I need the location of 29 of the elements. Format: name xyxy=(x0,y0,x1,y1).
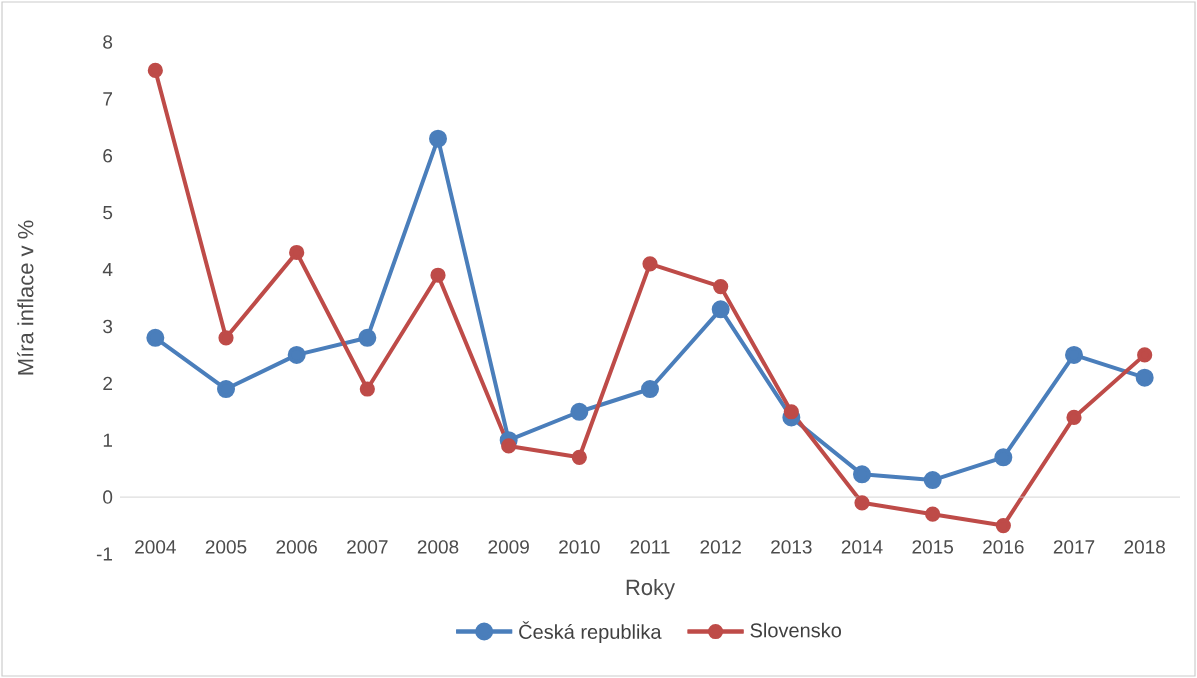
y-tick-label: 6 xyxy=(103,149,113,163)
x-axis-title: Roky xyxy=(626,578,676,600)
x-tick-label: 2018 xyxy=(1124,540,1165,554)
x-tick-label: 2016 xyxy=(983,540,1024,554)
y-tick-label: 0 xyxy=(103,490,113,504)
legend-label: Česká republika xyxy=(519,621,662,643)
x-tick-label: 2009 xyxy=(488,540,529,554)
x-tick-label: 2013 xyxy=(771,540,812,554)
x-tick-label: 2004 xyxy=(135,540,176,554)
x-tick-label: 2012 xyxy=(700,540,741,554)
x-tick-label: 2007 xyxy=(347,540,388,554)
x-tick-label: 2005 xyxy=(205,540,247,554)
y-tick-label: 2 xyxy=(103,376,112,390)
x-tick-label: 2010 xyxy=(559,540,600,554)
y-tick-label: 3 xyxy=(103,319,113,334)
y-tick-label: -1 xyxy=(96,547,113,561)
y-tick-label: 4 xyxy=(102,263,113,277)
legend-label: Slovensko xyxy=(750,622,841,638)
x-tick-label: 2015 xyxy=(912,540,954,554)
y-tick-label: 8 xyxy=(103,35,113,49)
y-tick-label: 1 xyxy=(103,433,112,447)
x-tick-label: 2014 xyxy=(841,540,883,554)
y-tick-label: 5 xyxy=(103,206,113,220)
x-tick-label: 2006 xyxy=(276,540,317,554)
y-axis-title: Míra inflace v % xyxy=(17,220,34,375)
y-tick-label: 7 xyxy=(103,92,112,106)
x-tick-label: 2011 xyxy=(630,540,670,554)
x-tick-label: 2008 xyxy=(417,540,459,554)
x-tick-label: 2017 xyxy=(1053,540,1095,554)
